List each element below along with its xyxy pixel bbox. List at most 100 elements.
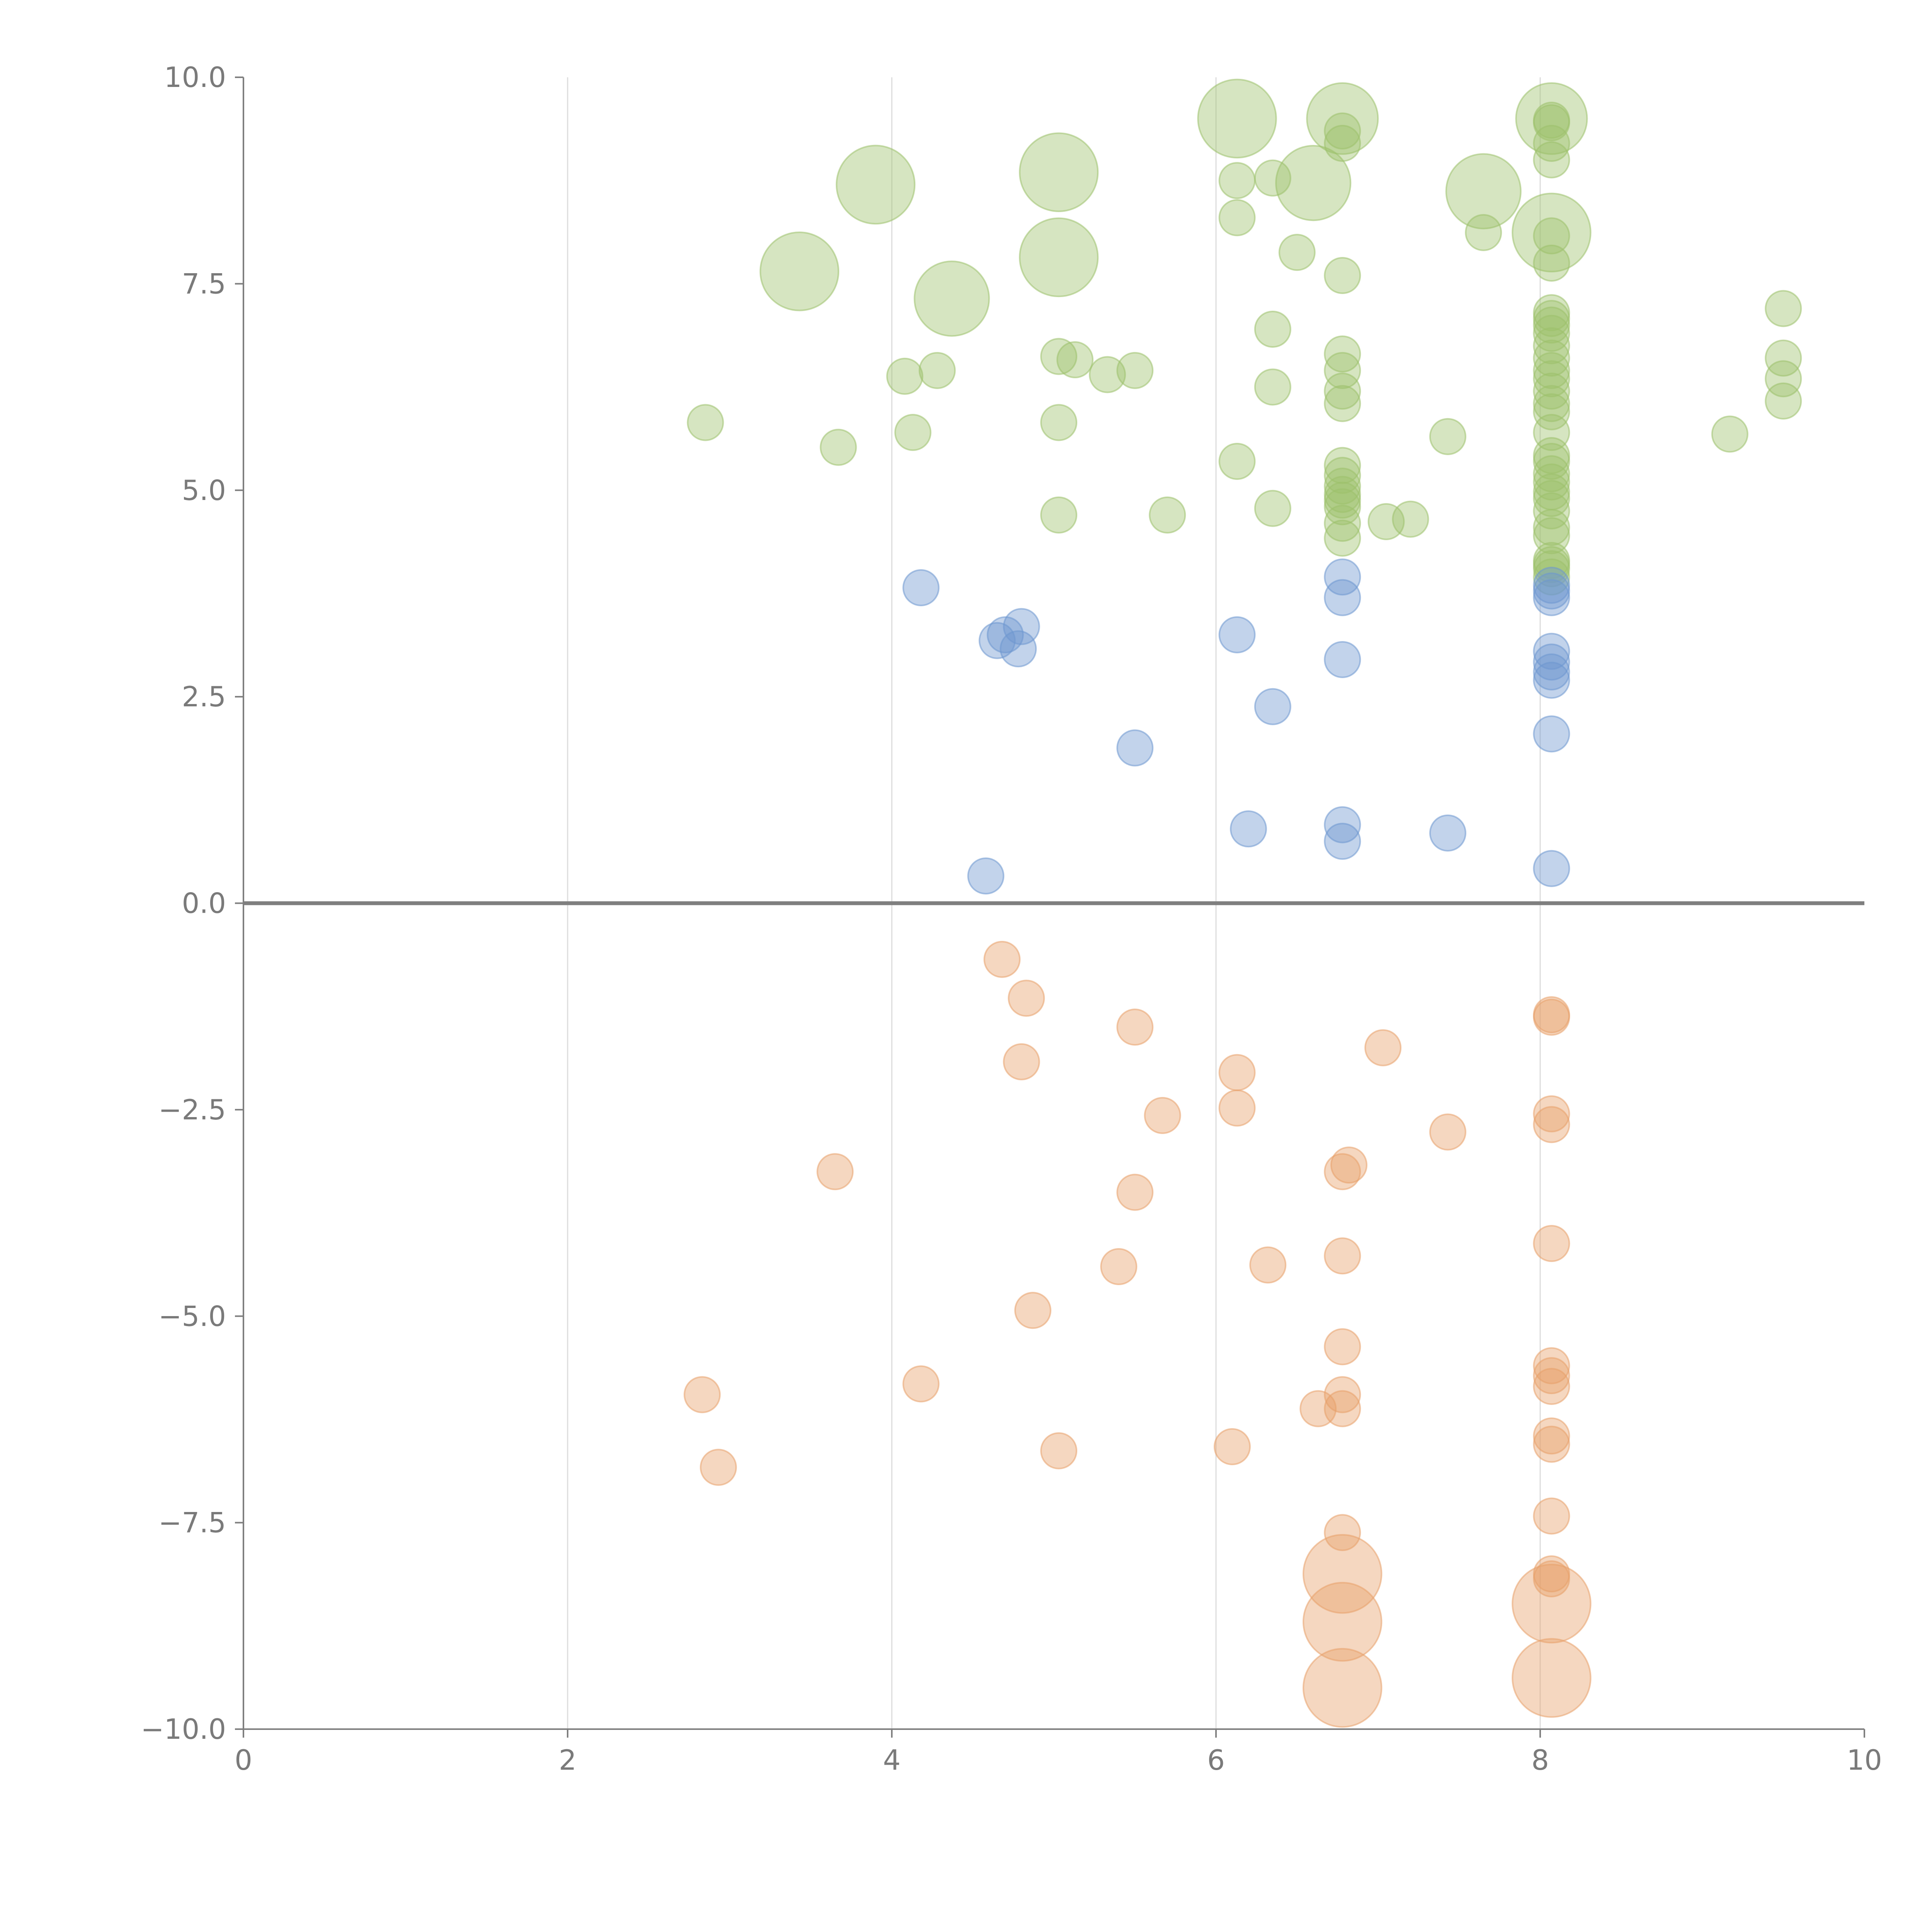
bubble-point <box>1213 1428 1251 1465</box>
bubble-point <box>1445 153 1522 230</box>
bubble-point <box>1275 145 1352 221</box>
bubble-layer <box>684 78 1802 1728</box>
bubble-point <box>1040 1432 1078 1469</box>
bubble-point <box>1711 415 1748 453</box>
bubble-point <box>1533 633 1570 670</box>
y-tick-label: −5.0 <box>158 1300 226 1332</box>
bubble-point <box>687 404 724 441</box>
bubble-point <box>700 1449 737 1486</box>
bubble-point <box>1230 810 1267 848</box>
bubble-point <box>1429 814 1466 852</box>
bubble-point <box>759 231 840 311</box>
bubble-point <box>1330 1146 1367 1184</box>
bubble-point <box>1533 1497 1570 1535</box>
bubble-point <box>835 145 916 225</box>
bubble-point <box>902 569 940 606</box>
bubble-point <box>1533 442 1570 480</box>
bubble-point <box>1512 192 1592 273</box>
bubble-point <box>1249 1246 1287 1284</box>
bubble-point <box>1303 1648 1383 1728</box>
bubble-point <box>1324 519 1361 557</box>
y-tick-label: 10.0 <box>164 61 226 94</box>
bubble-point <box>1299 1390 1337 1427</box>
bubble-point <box>1533 998 1570 1036</box>
bubble-point <box>1533 385 1570 422</box>
y-tick-label: 2.5 <box>182 680 226 713</box>
bubble-point <box>1324 641 1361 678</box>
bubble-point <box>1533 480 1570 517</box>
bubble-point <box>1533 1417 1570 1455</box>
bubble-point <box>1324 335 1361 373</box>
bubble-point <box>1324 1237 1361 1275</box>
bubble-point <box>1014 1292 1051 1329</box>
bubble-point <box>1254 490 1291 527</box>
bubble-point <box>918 352 956 389</box>
x-tick-label: 6 <box>1207 1744 1225 1776</box>
y-tick-label: −10.0 <box>141 1713 226 1745</box>
bubble-point <box>1000 630 1037 668</box>
bubble-point <box>1324 125 1361 162</box>
bubble-point <box>1144 1097 1181 1134</box>
bubble-point <box>1533 1367 1570 1405</box>
bubble-point <box>1533 715 1570 753</box>
bubble-point <box>1765 382 1802 420</box>
bubble-point <box>1533 558 1570 596</box>
bubble-point <box>816 1153 854 1190</box>
bubble-point <box>967 857 1005 895</box>
bubble-point <box>1040 338 1078 375</box>
y-tick-label: 5.0 <box>182 474 226 507</box>
bubble-point <box>1324 385 1361 422</box>
bubble-point <box>1765 360 1802 398</box>
bubble-point <box>1533 509 1570 546</box>
bubble-point <box>1040 404 1078 441</box>
bubble-point <box>1324 806 1361 844</box>
bubble-point <box>1364 1029 1402 1066</box>
axis-layer: 0 2 4 6 8 10 10.0 7.5 5.0 2.5 0.0 −2.5 −5.0 −7.5 −10.0 <box>141 61 1882 1776</box>
bubble-point <box>1324 257 1361 294</box>
bubble-point <box>1324 823 1361 860</box>
bubble-point <box>1533 1347 1570 1384</box>
bubble-point <box>1088 356 1126 393</box>
bubble-point <box>1533 1095 1570 1133</box>
bubble-point <box>1116 352 1154 389</box>
bubble-point <box>902 1365 940 1403</box>
bubble-point <box>1218 442 1256 480</box>
bubble-point <box>1218 162 1256 199</box>
bubble-point <box>1303 1534 1383 1614</box>
bubble-point <box>1515 82 1588 155</box>
bubble-point <box>1533 653 1570 690</box>
bubble-point <box>1429 418 1466 455</box>
y-tick-label: 0.0 <box>182 887 226 920</box>
bubble-point <box>1429 1113 1466 1151</box>
bubble-point <box>1056 341 1094 379</box>
bubble-point <box>886 357 923 395</box>
bubble-point <box>1019 132 1099 213</box>
bubble-point <box>1367 503 1405 540</box>
bubble-point <box>1218 1089 1256 1127</box>
bubble-point <box>1533 1560 1570 1597</box>
y-tick-label: −7.5 <box>158 1507 226 1539</box>
bubble-point <box>1533 393 1570 430</box>
bubble-point <box>1533 217 1570 255</box>
x-tick-label: 0 <box>235 1744 252 1776</box>
y-tick-label: −2.5 <box>158 1094 226 1126</box>
bubble-point <box>1197 78 1277 159</box>
bubble-point <box>983 940 1021 978</box>
bubble-point <box>1533 463 1570 501</box>
x-tick-label: 8 <box>1531 1744 1549 1776</box>
bubble-point <box>1324 372 1361 410</box>
bubble-point <box>1324 1376 1361 1413</box>
bubble-point <box>913 260 990 337</box>
bubble-point <box>1324 579 1361 616</box>
bubble-point <box>1533 1106 1570 1143</box>
bubble-point <box>684 1376 721 1413</box>
bubble-point <box>1116 1173 1154 1211</box>
bubble-point <box>1324 558 1361 596</box>
bubble-point <box>1533 850 1570 887</box>
bubble-point <box>1324 505 1361 542</box>
bubble-point <box>1254 688 1291 725</box>
bubble-point <box>1008 980 1045 1017</box>
bubble-point <box>1100 1248 1138 1285</box>
bubble-point <box>1040 496 1078 534</box>
